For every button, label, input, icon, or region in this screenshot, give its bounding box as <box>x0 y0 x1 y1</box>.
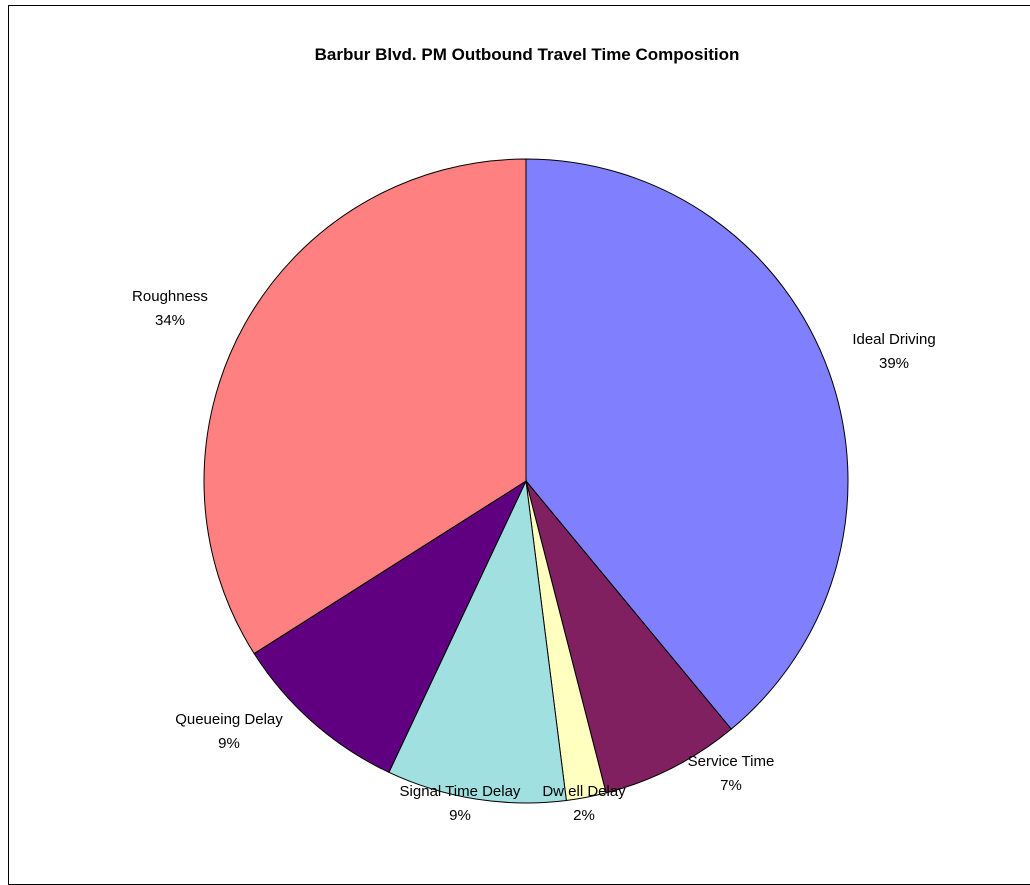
slice-category-label: Service Time <box>688 753 775 770</box>
slice-percent-label: 39% <box>879 355 909 372</box>
slice-percent-label: 9% <box>449 807 471 824</box>
chart-title: Barbur Blvd. PM Outbound Travel Time Com… <box>315 45 740 64</box>
pie-slice-roughness <box>203 158 527 655</box>
slice-percent-label: 9% <box>218 735 240 752</box>
slice-category-label: Ideal Driving <box>852 331 935 348</box>
slice-percent-label: 2% <box>573 807 595 824</box>
chart-area: Barbur Blvd. PM Outbound Travel Time Com… <box>8 5 1030 885</box>
pie-chart: Barbur Blvd. PM Outbound Travel Time Com… <box>132 45 936 824</box>
slice-percent-label: 7% <box>720 777 742 794</box>
pie-slice-service-time <box>525 480 732 794</box>
pie-slice-queueing-delay <box>253 479 528 774</box>
pie-slices <box>203 158 849 804</box>
slice-percent-label: 34% <box>155 312 185 329</box>
slice-category-label: Roughness <box>132 288 208 305</box>
pie-slice-signal-time-delay <box>388 479 567 804</box>
pie-slice-ideal-driving <box>525 158 849 730</box>
slice-category-label: Dw ell Delay <box>542 783 626 800</box>
slice-category-label: Queueing Delay <box>175 711 283 728</box>
slice-labels: Ideal Driving 39% Service Time 7% Dw ell Del… <box>132 288 936 824</box>
slice-category-label: Signal Time Delay <box>400 783 521 800</box>
